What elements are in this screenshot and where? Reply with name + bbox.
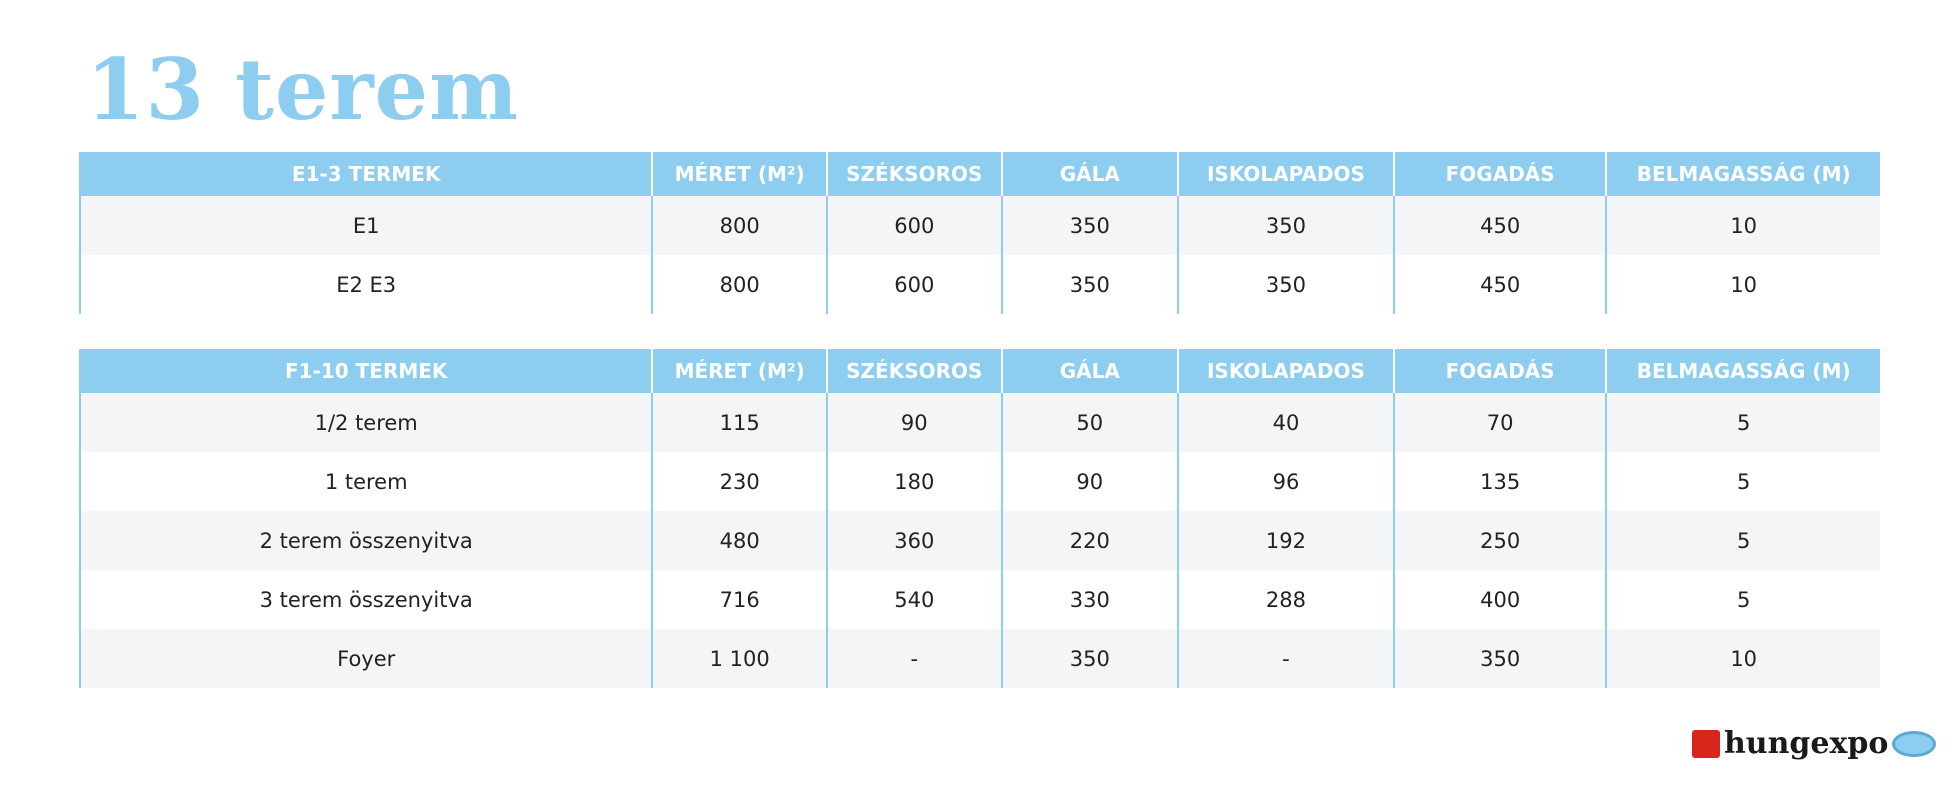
header-cell: ISKOLAPADOS <box>1176 152 1394 196</box>
header-cell: GÁLA <box>1000 349 1178 393</box>
cell: 250 <box>1392 511 1607 570</box>
cell: 5 <box>1605 511 1880 570</box>
cell: 135 <box>1392 452 1607 511</box>
header-cell: SZÉKSOROS <box>825 349 1002 393</box>
cell: 600 <box>825 255 1002 314</box>
cell: 350 <box>1000 255 1178 314</box>
cell: 450 <box>1392 196 1607 255</box>
cell: 1 terem <box>78 452 653 511</box>
cell: 1/2 terem <box>78 393 653 452</box>
row: E2 E3 800 600 350 350 450 10 <box>78 255 1880 314</box>
table: F1-10 TERMEK MÉRET (M²) SZÉKSOROS GÁLA ISKOL… <box>78 349 1880 688</box>
row: 1 terem 230 180 90 96 135 5 <box>78 452 1880 511</box>
cell: 360 <box>825 511 1002 570</box>
cell: 350 <box>1392 629 1607 688</box>
table-head: F1-10 TERMEK MÉRET (M²) SZÉKSOROS GÁLA ISKOL… <box>78 349 1880 393</box>
cell: 10 <box>1605 629 1880 688</box>
logo-icon <box>1692 729 1720 758</box>
cell: 115 <box>651 393 827 452</box>
cell: 5 <box>1605 452 1880 511</box>
cell: 40 <box>1176 393 1394 452</box>
table-body: 1/2 terem 115 90 50 40 70 5 1 terem 230 180 90 96 13… <box>78 393 1880 688</box>
cell: 10 <box>1605 196 1880 255</box>
cell: 800 <box>651 255 827 314</box>
cell: 90 <box>1000 452 1178 511</box>
cell: 5 <box>1605 570 1880 629</box>
cell: 5 <box>1605 393 1880 452</box>
header-cell: ISKOLAPADOS <box>1176 349 1394 393</box>
table-head: E1-3 TERMEK MÉRET (M²) SZÉKSOROS GÁLA ISKOLA… <box>78 152 1880 196</box>
cell: 96 <box>1176 452 1394 511</box>
cell: 400 <box>1392 570 1607 629</box>
cell: 180 <box>825 452 1002 511</box>
cell: 50 <box>1000 393 1178 452</box>
cell: 450 <box>1392 255 1607 314</box>
table: E1-3 TERMEK MÉRET (M²) SZÉKSOROS GÁLA ISKOLA… <box>78 152 1880 314</box>
header-row: E1-3 TERMEK MÉRET (M²) SZÉKSOROS GÁLA ISKOLA… <box>78 152 1880 196</box>
cell: - <box>825 629 1002 688</box>
cell: E1 <box>78 196 653 255</box>
cell: 10 <box>1605 255 1880 314</box>
cell: 350 <box>1176 196 1394 255</box>
cell: 220 <box>1000 511 1178 570</box>
cell: 90 <box>825 393 1002 452</box>
header-cell: FOGADÁS <box>1392 152 1607 196</box>
cell: 1 100 <box>651 629 827 688</box>
table-body: E1 800 600 350 350 450 10 E2 E3 800 600 350 350 450 1… <box>78 196 1880 314</box>
header-cell: BELMAGASSÁG (M) <box>1605 152 1880 196</box>
row: 2 terem összenyitva 480 360 220 192 250 5 <box>78 511 1880 570</box>
cell: Foyer <box>78 629 653 688</box>
cell: E2 E3 <box>78 255 653 314</box>
row: E1 800 600 350 350 450 10 <box>78 196 1880 255</box>
cell: 330 <box>1000 570 1178 629</box>
cell: 288 <box>1176 570 1394 629</box>
cell: - <box>1176 629 1394 688</box>
header-row: F1-10 TERMEK MÉRET (M²) SZÉKSOROS GÁLA ISKOL… <box>78 349 1880 393</box>
cell: 3 terem összenyitva <box>78 570 653 629</box>
header-cell: GÁLA <box>1000 152 1178 196</box>
header-cell: F1-10 TERMEK <box>78 349 653 393</box>
header-cell: MÉRET (M²) <box>651 349 827 393</box>
cell: 480 <box>651 511 827 570</box>
row: 1/2 terem 115 90 50 40 70 5 <box>78 393 1880 452</box>
row: Foyer 1 100-350-350 10 <box>78 629 1880 688</box>
cell: 70 <box>1392 393 1607 452</box>
cell: 800 <box>651 196 827 255</box>
cell: 600 <box>825 196 1002 255</box>
cell: 350 <box>1000 196 1178 255</box>
cell: 2 terem összenyitva <box>78 511 653 570</box>
cell: 540 <box>825 570 1002 629</box>
cell: 716 <box>651 570 827 629</box>
logo: hungexpo <box>1692 726 1937 761</box>
row: 3 terem összenyitva 716 540 330 288 400 5 <box>78 570 1880 629</box>
title: 13 terem <box>86 40 519 139</box>
header-cell: E1-3 TERMEK <box>78 152 653 196</box>
cell: 230 <box>651 452 827 511</box>
cell: 350 <box>1000 629 1178 688</box>
cell: 192 <box>1176 511 1394 570</box>
logo-swirl <box>1892 730 1937 757</box>
header-cell: BELMAGASSÁG (M) <box>1605 349 1880 393</box>
logo-text: hungexpo <box>1724 726 1889 761</box>
header-cell: SZÉKSOROS <box>825 152 1002 196</box>
cell: 350 <box>1176 255 1394 314</box>
header-cell: MÉRET (M²) <box>651 152 827 196</box>
header-cell: FOGADÁS <box>1392 349 1607 393</box>
